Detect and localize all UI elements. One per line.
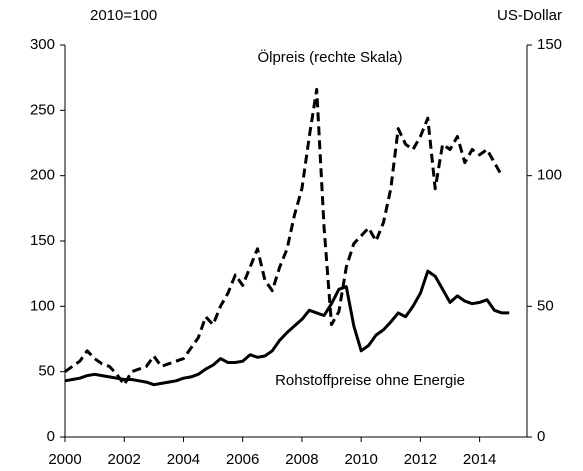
series-line: [64, 87, 504, 387]
y-tick-label: 200: [30, 167, 55, 184]
annotation: Ölpreis (rechte Skala): [257, 48, 402, 66]
x-tick-label: 2002: [108, 451, 141, 468]
y-axis-title: 2010=100: [90, 7, 157, 24]
y-tick-label: 0: [47, 428, 55, 445]
x-tick-label: 2006: [226, 451, 259, 468]
y-tick-label: 100: [30, 297, 55, 314]
y2-tick-label: 50: [537, 297, 554, 314]
annotation: Rohstoffpreise ohne Energie: [275, 372, 465, 389]
x-tick-label: 2004: [167, 451, 200, 468]
y-tick-label: 50: [38, 363, 55, 380]
x-tick-label: 2010: [344, 451, 377, 468]
x-tick-label: 2000: [48, 451, 81, 468]
y2-tick-label: 0: [537, 428, 545, 445]
y-tick-label: 150: [30, 232, 55, 249]
y-tick-label: 250: [30, 101, 55, 118]
y2-axis-title: US-Dollar: [497, 7, 562, 24]
y2-tick-label: 150: [537, 36, 562, 53]
series-line: [64, 269, 510, 387]
y-tick-label: 300: [30, 36, 55, 53]
x-tick-label: 2008: [285, 451, 318, 468]
y2-tick-label: 100: [537, 167, 562, 184]
x-tick-label: 2014: [463, 451, 496, 468]
x-tick-label: 2012: [404, 451, 437, 468]
